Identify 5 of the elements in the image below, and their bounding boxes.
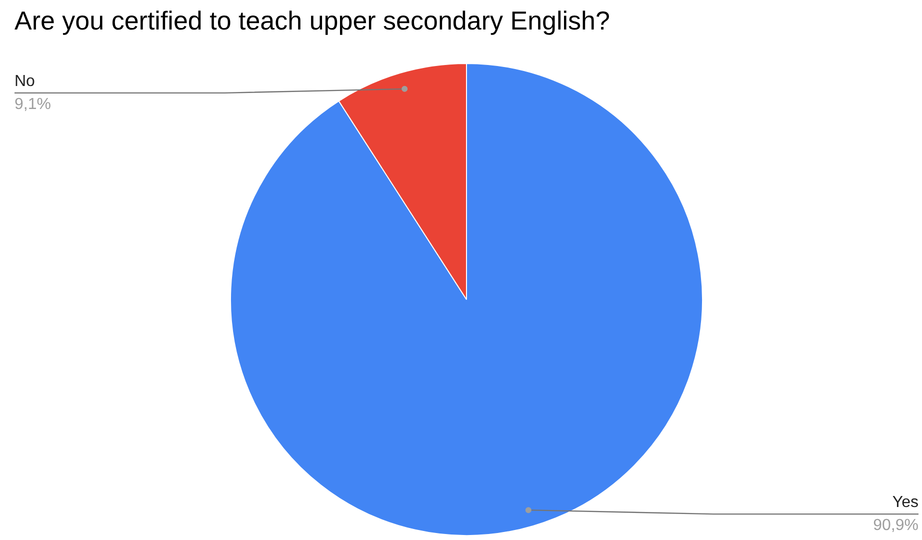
chart-title: Are you certified to teach upper secondary English?: [14, 6, 610, 36]
slice-label: Yes: [892, 494, 919, 512]
data-label: 9,1%: [14, 96, 51, 113]
data-label: 90,9%: [873, 517, 919, 534]
slice-label: No: [14, 72, 36, 90]
